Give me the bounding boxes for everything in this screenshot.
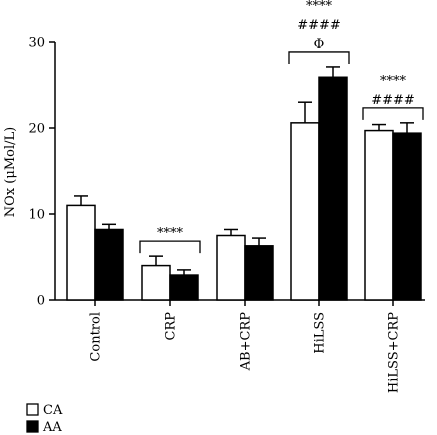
bar-aa-4 bbox=[392, 132, 422, 301]
legend-label-aa: AA bbox=[42, 420, 62, 435]
y-tick-label: 30 bbox=[28, 36, 45, 51]
legend-swatch-ca bbox=[26, 403, 39, 416]
y-tick-label: 0 bbox=[37, 294, 45, 309]
significance-label: **** bbox=[380, 74, 407, 89]
bar-ca-2 bbox=[216, 234, 246, 301]
x-category-label: HiLSS bbox=[313, 312, 328, 354]
y-axis-title: NOx (μMol/L) bbox=[3, 127, 18, 217]
y-tick-label: 10 bbox=[28, 208, 45, 223]
x-category-label: AB+CRP bbox=[239, 312, 254, 372]
bar-ca-1 bbox=[141, 264, 171, 301]
x-category-label: HiLSS+CRP bbox=[387, 312, 402, 393]
x-category-label: Control bbox=[89, 312, 104, 362]
significance-label: #### bbox=[371, 93, 415, 108]
significance-label: Φ bbox=[314, 37, 325, 52]
bar-aa-1 bbox=[169, 274, 199, 301]
bar-aa-0 bbox=[94, 228, 124, 301]
bar-ca-0 bbox=[66, 204, 96, 301]
bar-aa-3 bbox=[318, 76, 348, 301]
significance-label: #### bbox=[297, 18, 341, 33]
bar-ca-3 bbox=[290, 122, 320, 301]
significance-bracket bbox=[362, 107, 424, 120]
plot-area: 0 10 20 30 Control CRP AB+CRP HiLSS HiLSS+CRP ***… bbox=[26, 0, 425, 435]
significance-label: **** bbox=[306, 0, 333, 14]
x-category-label: CRP bbox=[164, 312, 179, 341]
legend-swatch-aa bbox=[26, 420, 39, 433]
significance-bracket bbox=[288, 51, 350, 64]
significance-bracket bbox=[139, 240, 201, 254]
bar-aa-2 bbox=[244, 245, 274, 301]
bar-ca-4 bbox=[364, 129, 394, 301]
y-tick-label: 20 bbox=[28, 122, 45, 137]
legend-label-ca: CA bbox=[43, 403, 63, 418]
significance-label: **** bbox=[157, 226, 184, 241]
